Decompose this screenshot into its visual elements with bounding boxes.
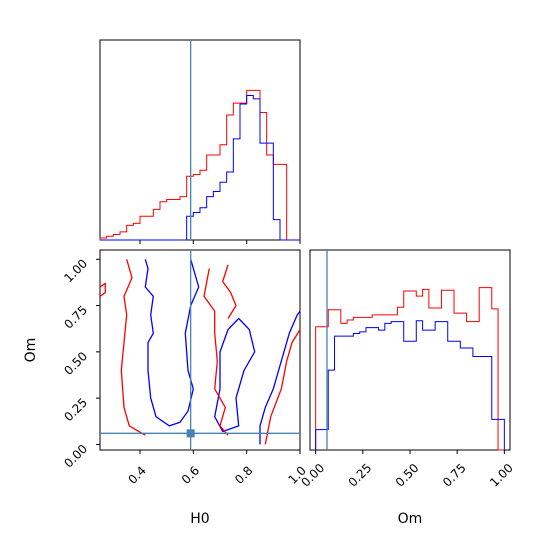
- contour-ytick-label-1: 0.25: [61, 395, 90, 424]
- contour-line-2: [259, 310, 301, 445]
- hist-om-xtick-label-0: 0.00: [298, 461, 327, 490]
- contour-xtick-label-1: 0.6: [179, 463, 202, 486]
- hist-om-xtick-label-2: 0.50: [393, 461, 422, 490]
- x-label-h0: H0: [190, 511, 209, 527]
- contour-ytick-label-2: 0.50: [61, 349, 90, 378]
- contour-ytick-label-0: 0.00: [61, 442, 90, 471]
- hist-h0-frame: [99, 39, 301, 241]
- contour-xtick-label-0: 0.4: [125, 463, 148, 486]
- hist-om-xtick-label-3: 0.75: [440, 461, 469, 490]
- hist_H0-series-1-steps: [100, 95, 300, 241]
- hist-om-xtick-label-4: 1.00: [487, 461, 516, 490]
- hist-om-xtick-label-1: 0.25: [346, 461, 375, 490]
- contour-ytick-label-3: 0.75: [61, 303, 90, 332]
- contour-ytick-label-4: 1.00: [61, 256, 90, 285]
- contour-line-0: [144, 259, 200, 427]
- contour-xtick-label-2: 0.8: [232, 463, 255, 486]
- x-label-om: Om: [398, 511, 423, 527]
- contour-line-5: [222, 264, 237, 319]
- hist_H0-series-0-steps: [99, 89, 300, 241]
- contour-line-4: [203, 268, 229, 436]
- hist-om-frame: [309, 249, 511, 451]
- contour-line-1: [214, 317, 256, 433]
- contour-truth-marker: [186, 429, 195, 438]
- hist_Om-series-1-steps: [315, 320, 505, 450]
- y-label-om: Om: [23, 338, 39, 363]
- contour-line-3: [120, 259, 146, 436]
- contour-frame: [99, 249, 301, 451]
- contour-line-7: [99, 282, 106, 297]
- contour-line-6: [264, 329, 301, 445]
- hist_Om-series-0-steps: [315, 287, 505, 451]
